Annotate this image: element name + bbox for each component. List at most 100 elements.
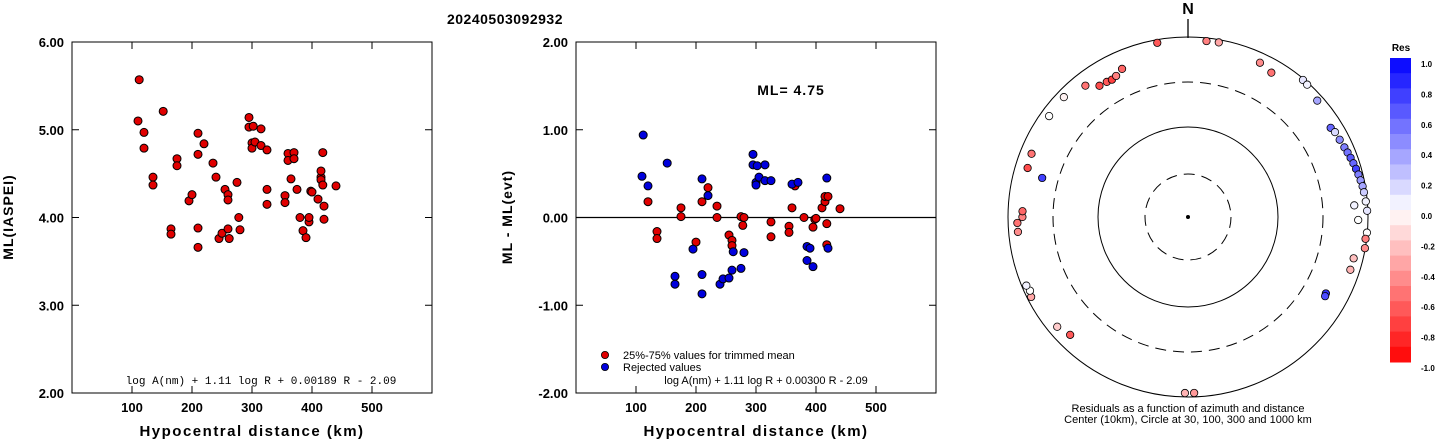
colorbar-cell: [1390, 316, 1411, 333]
y-tick-label: 3.00: [39, 298, 64, 313]
panel-residual: -2.00 -1.00 0.00 1.00 2.00 100 200 300 400 500 M…: [499, 35, 937, 440]
red-data-point: [318, 148, 328, 158]
red-data-point: [148, 172, 158, 182]
station-residual-point: [1013, 227, 1023, 236]
y-tick-label: 6.00: [39, 35, 64, 50]
red-data-point: [703, 183, 713, 193]
station-residual-point: [1335, 135, 1344, 144]
red-data-point: [313, 194, 323, 204]
station-residual-point: [1038, 173, 1047, 183]
red-data-point: [166, 229, 176, 239]
legend-marker-blue: [601, 362, 610, 371]
legend-label-blue: Rejected values: [623, 362, 702, 374]
station-residual-point: [1202, 36, 1211, 46]
blue-data-point: [697, 174, 707, 184]
x-tick-label: 200: [685, 400, 707, 415]
station-residual-point: [1354, 215, 1363, 225]
red-data-point: [134, 75, 144, 85]
red-data-point: [193, 149, 203, 159]
red-data-point: [217, 228, 227, 238]
station-residual-point: [1214, 38, 1223, 47]
colorbar-cell: [1390, 240, 1411, 257]
blue-data-point: [697, 270, 707, 280]
red-data-point: [289, 154, 299, 164]
station-residual-point: [1095, 81, 1104, 90]
x-tick-label: 500: [865, 400, 887, 415]
colorbar-label: 0.0: [1421, 212, 1433, 221]
red-data-point: [318, 180, 328, 190]
colorbar-cell: [1390, 210, 1411, 226]
red-data-point: [280, 198, 290, 208]
panel2-legend: 25%-75% values for trimmed mean Rejected…: [601, 350, 795, 374]
red-data-point: [256, 141, 266, 151]
blue-data-point: [822, 173, 832, 183]
colorbar-cell: [1390, 103, 1411, 120]
red-data-point: [223, 224, 233, 234]
red-data-point: [331, 181, 341, 191]
blue-data-point: [751, 180, 761, 190]
y-tick-label: -1.00: [538, 298, 568, 313]
red-data-point: [784, 227, 794, 237]
red-data-point: [187, 190, 197, 200]
red-data-point: [808, 222, 818, 232]
red-data-point: [262, 145, 272, 155]
blue-data-point: [662, 158, 672, 168]
blue-data-point: [703, 191, 713, 201]
station-residual-point: [1360, 244, 1369, 253]
station-residual-point: [1059, 93, 1068, 102]
panel2-points: [637, 130, 845, 299]
blue-data-point: [637, 171, 647, 181]
station-residual-point: [1321, 292, 1330, 301]
red-data-point: [148, 180, 158, 190]
red-data-point: [712, 201, 722, 211]
station-residual-point: [1053, 322, 1062, 331]
colorbar-label: 0.6: [1421, 121, 1433, 130]
station-residual-point: [1112, 71, 1121, 81]
colorbar: Res 1.0 0.8 0.6 0.4 0.2 0.0 -0.2 -0.4 -0.6 -0.8 -1…: [1390, 43, 1435, 373]
colorbar-labels: 1.0 0.8 0.6 0.4 0.2 0.0 -0.2 -0.4 -0.6 -0.8 -1.0: [1421, 60, 1435, 373]
colorbar-label: -0.2: [1421, 242, 1435, 251]
panel1-ylabel: ML(IASPEI): [0, 174, 16, 259]
y-tick-label: 0.00: [543, 211, 568, 226]
red-data-point: [799, 213, 809, 222]
colorbar-cell: [1390, 270, 1411, 287]
panel2-x-axis: 100 200 300 400 500: [625, 42, 887, 415]
station-residual-point: [1346, 265, 1355, 274]
red-data-point: [248, 121, 258, 131]
colorbar-label: -0.4: [1421, 273, 1435, 282]
ring-1000km: [1007, 36, 1369, 398]
colorbar-cells: [1390, 58, 1411, 363]
blue-data-point: [805, 243, 815, 253]
x-tick-label: 100: [121, 400, 143, 415]
colorbar-cell: [1390, 88, 1411, 105]
station-residual-point: [1023, 163, 1032, 173]
station-residual-point: [1027, 149, 1036, 158]
colorbar-title: Res: [1392, 43, 1411, 54]
red-data-point: [262, 199, 272, 209]
colorbar-cell: [1390, 149, 1411, 165]
colorbar-label: 0.2: [1421, 182, 1433, 191]
panel2-xlabel: Hypocentral distance (km): [643, 423, 868, 440]
x-tick-label: 300: [745, 400, 767, 415]
blue-data-point: [638, 130, 648, 140]
x-tick-label: 400: [805, 400, 827, 415]
blue-data-point: [670, 271, 680, 281]
panel2-ylabel: ML - ML(evt): [499, 170, 515, 264]
red-data-point: [643, 197, 653, 207]
panel-azimuth: N Residuals as a function of azimuth and…: [1007, 1, 1372, 426]
blue-data-point: [727, 265, 737, 275]
north-label: N: [1182, 1, 1194, 18]
blue-data-point: [728, 247, 738, 257]
red-data-point: [199, 139, 209, 149]
blue-data-point: [736, 263, 746, 273]
red-data-point: [316, 166, 326, 176]
panel1-points: [133, 75, 341, 252]
event-title: 20240503092932: [447, 11, 563, 27]
blue-data-point: [760, 160, 770, 170]
colorbar-cell: [1390, 286, 1411, 302]
caption-line2: Center (10km), Circle at 30, 100, 300 an…: [1064, 414, 1312, 426]
red-data-point: [319, 201, 329, 211]
blue-data-point: [766, 176, 776, 186]
x-tick-label: 300: [241, 400, 263, 415]
